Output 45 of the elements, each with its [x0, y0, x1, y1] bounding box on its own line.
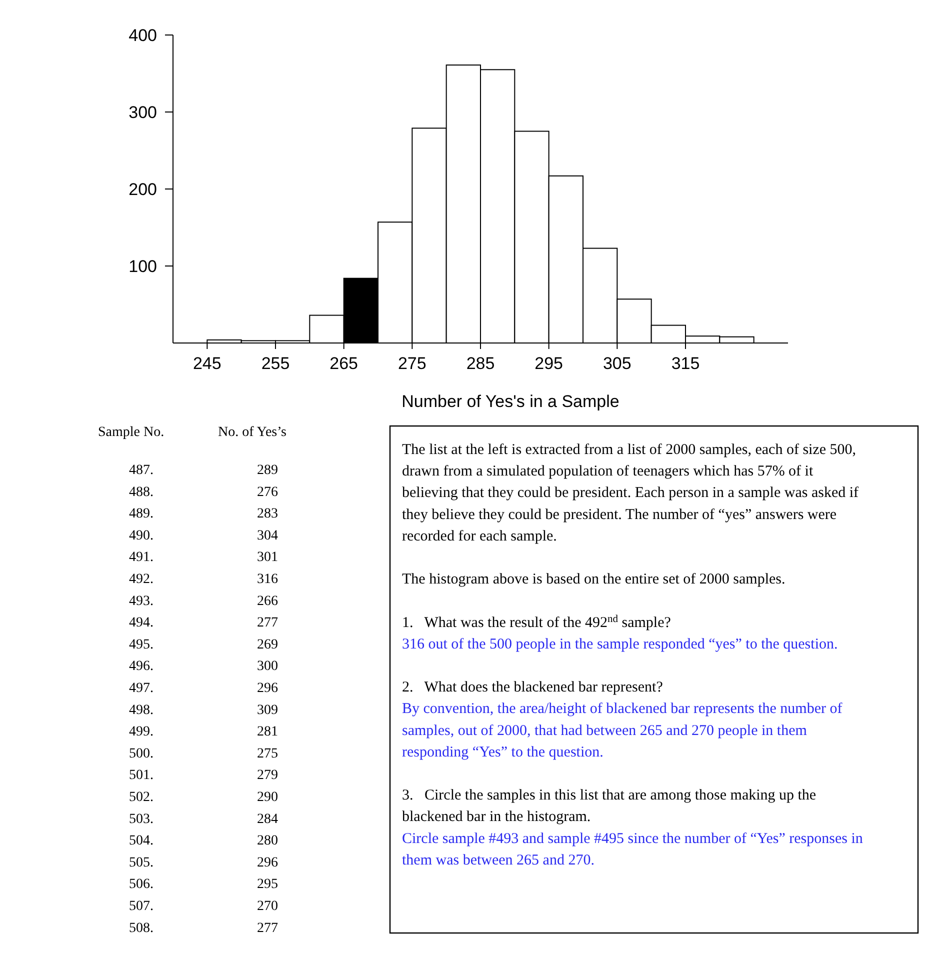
- text: 493. 266: [129, 594, 278, 609]
- x-tick-label: 265: [330, 354, 358, 373]
- text: 503. 284: [129, 812, 278, 827]
- text: 491. 301: [129, 550, 278, 566]
- text: Sample No.: [98, 425, 164, 440]
- text: 489. 283: [129, 506, 278, 522]
- x-tick-label: 245: [192, 354, 222, 373]
- x-tick-label: 315: [671, 354, 700, 373]
- text: 508. 277: [129, 920, 278, 936]
- text: Circle sample #493 and sample #495 since the number of “Yes” responses in them was between 265 and 270.: [402, 830, 864, 868]
- y-tick-label: 100: [128, 256, 157, 276]
- text: 501. 279: [129, 768, 278, 784]
- text: 490. 304: [129, 528, 278, 544]
- text: 487. 289: [129, 463, 278, 478]
- text: No. of Yes’s: [218, 425, 286, 440]
- text: 316 out of the 500 people in the sample responded “yes” to the question.: [402, 636, 838, 652]
- text: 504. 280: [129, 834, 278, 849]
- text: 1. What was the result of the 492$^{nd}$ sample?: [402, 613, 672, 631]
- x-tick-label: 285: [466, 354, 495, 373]
- text: 3. Circle the samples in this list that are among those making up the blackened bar in the histogram.: [402, 788, 816, 826]
- x-tick-label: 305: [602, 354, 632, 373]
- y-tick-label: 300: [128, 102, 157, 122]
- x-axis-title: Number of Yes's in a Sample: [402, 392, 620, 411]
- x-tick-label: 295: [534, 354, 564, 373]
- text: By convention, the area/height of blackened bar represents the number of samples, out of 2000, that had between 265 and 270 people in them responding “Yes” to the question.: [402, 701, 842, 760]
- y-tick-label: 200: [128, 180, 157, 199]
- x-tick-label: 255: [261, 354, 290, 373]
- text: 500. 275: [129, 746, 278, 762]
- text: 495. 269: [129, 637, 278, 652]
- text: The list at the left is extracted from a list of 2000 samples, each of size 500, drawn from a simulated population of teenagers which has 57% of it believing that they could be president. Each person in a sample was asked if they believe they could be president. The number of “yes” answers were recorded for each sample.: [402, 442, 859, 544]
- text: 2. What does the blackened bar represent?: [402, 680, 664, 696]
- text: 496. 300: [129, 659, 278, 674]
- text: The histogram above is based on the entire set of 2000 samples.: [402, 572, 786, 588]
- text: 499. 281: [129, 724, 278, 740]
- text: 497. 296: [129, 681, 278, 696]
- text: 507. 270: [129, 899, 278, 914]
- text: 505. 296: [129, 855, 278, 870]
- text: 502. 290: [129, 790, 278, 805]
- x-tick-label: 275: [398, 354, 426, 373]
- text: 494. 277: [129, 616, 278, 631]
- y-tick-label: 400: [128, 26, 157, 45]
- text: 492. 316: [129, 572, 278, 587]
- text: 488. 276: [129, 484, 278, 500]
- text: 506. 295: [129, 877, 278, 892]
- text: 498. 309: [129, 702, 278, 718]
